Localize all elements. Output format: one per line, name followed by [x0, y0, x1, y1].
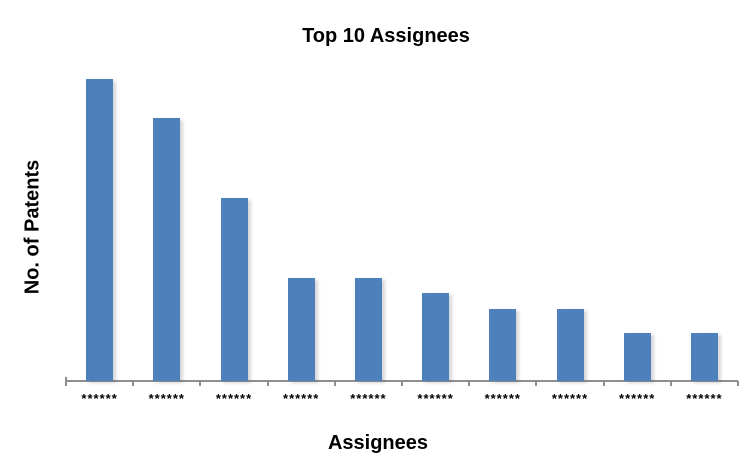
bar [489, 309, 517, 381]
x-tick-label: ****** [686, 391, 723, 406]
x-axis-tick [132, 381, 135, 386]
bar [422, 293, 450, 381]
bar [220, 198, 248, 381]
x-axis-tick [669, 381, 672, 386]
bar [86, 79, 114, 381]
x-tick-label: ****** [81, 391, 118, 406]
x-tick-label: ****** [215, 391, 253, 406]
x-axis-tick [535, 381, 538, 386]
x-axis-tick [737, 381, 739, 386]
x-axis-tick [65, 377, 67, 386]
chart-title: Top 10 Assignees [302, 25, 470, 47]
x-axis-tick [602, 381, 605, 386]
bar [556, 309, 584, 381]
x-axis-tick [266, 381, 269, 386]
bar [690, 333, 718, 381]
x-axis-tick [333, 381, 336, 386]
x-axis-tick [199, 381, 202, 386]
bar [287, 278, 315, 381]
bar [623, 333, 651, 381]
x-axis-tick [468, 381, 471, 386]
x-tick-label: ****** [417, 391, 454, 406]
x-tick-label: ****** [350, 391, 387, 406]
x-tick-label: ****** [148, 391, 185, 406]
x-tick-label: ****** [484, 391, 521, 406]
bar [354, 278, 382, 381]
x-tick-label: ****** [619, 391, 656, 406]
x-tick-label: ****** [551, 391, 589, 406]
bar [153, 118, 181, 381]
x-axis-title: Assignees [327, 432, 429, 454]
x-axis-tick [401, 381, 403, 386]
x-tick-label: ****** [283, 391, 320, 406]
